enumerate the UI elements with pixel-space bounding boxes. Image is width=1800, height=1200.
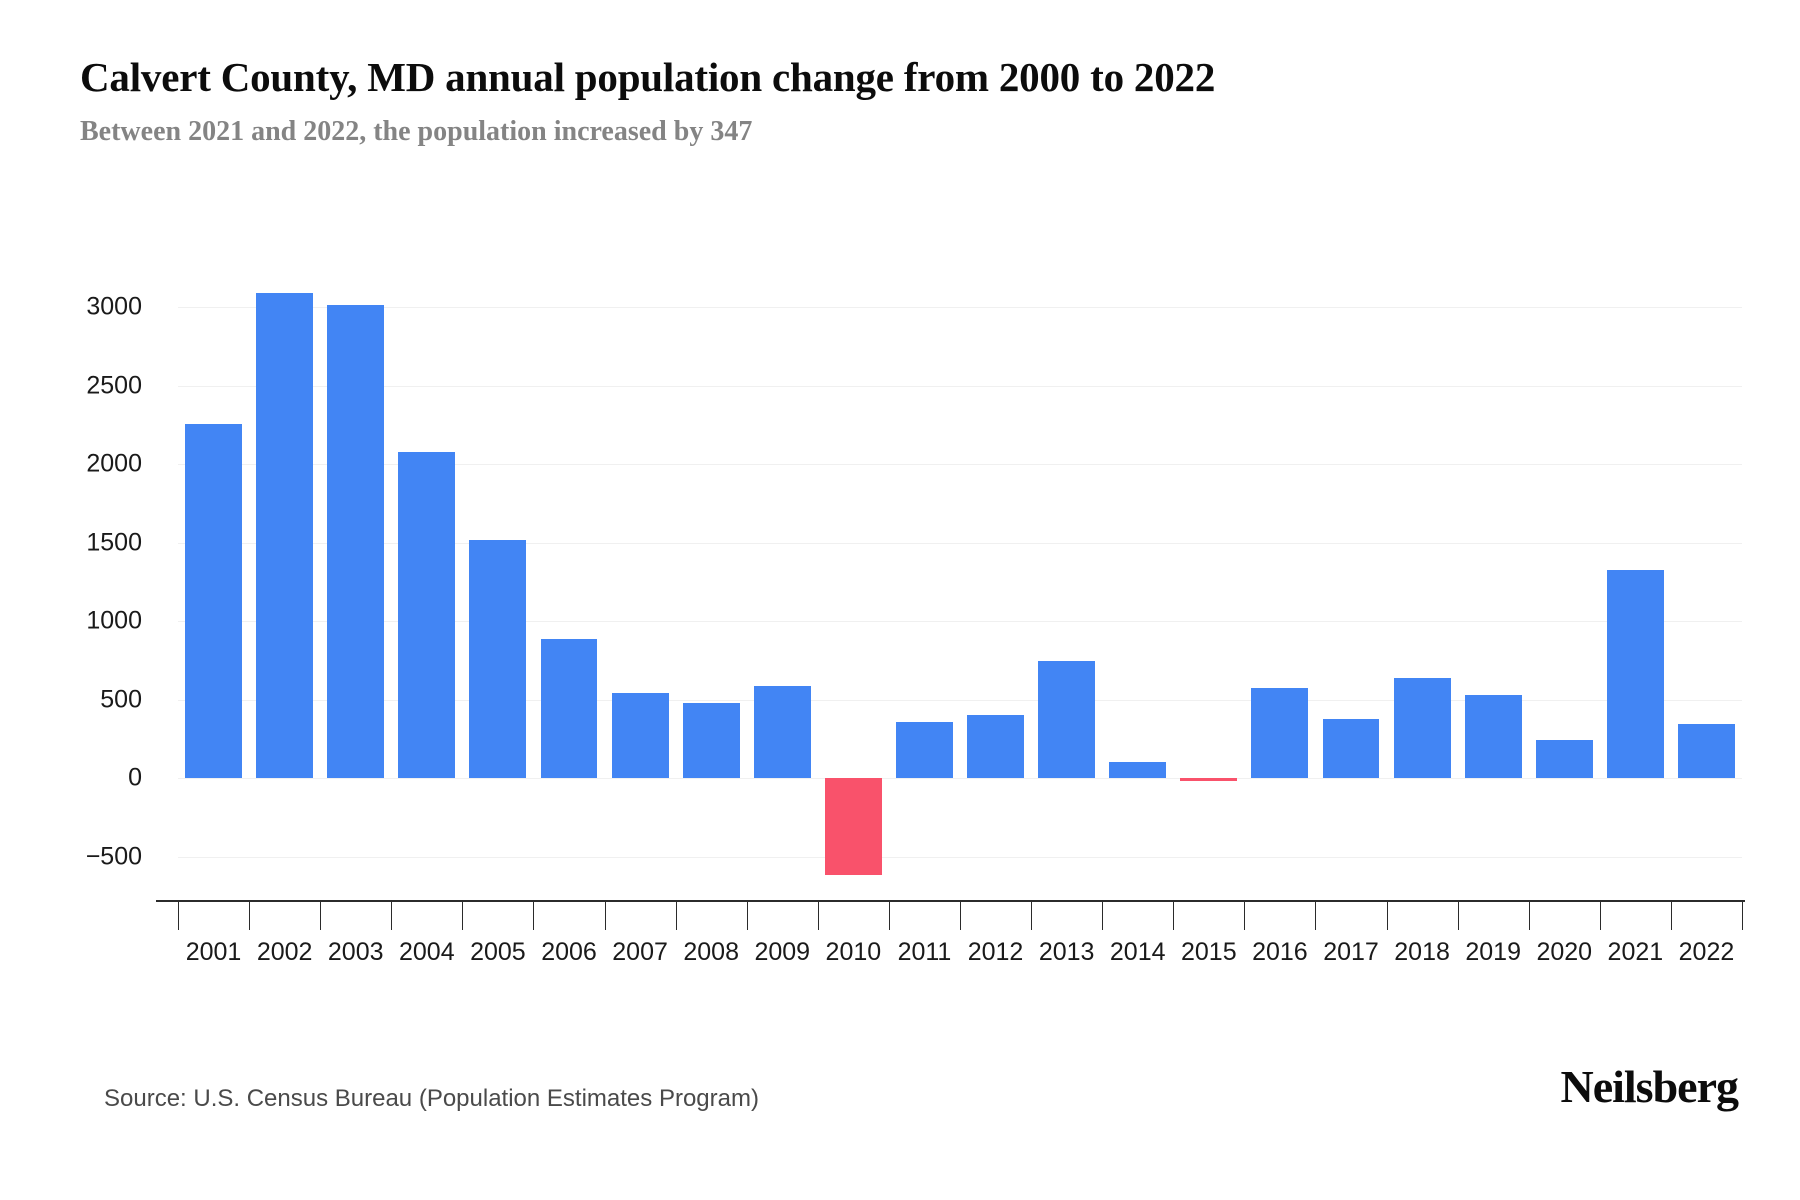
x-tick	[249, 902, 251, 930]
x-tick-label-2002: 2002	[256, 938, 313, 966]
x-tick	[462, 902, 464, 930]
x-tick	[320, 902, 322, 930]
x-tick	[1670, 902, 1672, 930]
brand-logo: Neilsberg	[1560, 1061, 1739, 1112]
x-tick-label-2011: 2011	[897, 938, 952, 966]
bar-2008[interactable]	[682, 702, 740, 779]
chart-gridlines	[178, 268, 1742, 896]
y-tick-label: 1000	[86, 606, 142, 635]
bar-2016[interactable]	[1251, 687, 1309, 779]
x-tick	[533, 902, 535, 930]
x-tick-label-2016: 2016	[1252, 938, 1308, 966]
x-tick-label-2012: 2012	[967, 938, 1024, 966]
x-tick-label-2006: 2006	[541, 938, 597, 966]
x-tick	[817, 902, 819, 930]
x-tick	[1528, 902, 1530, 930]
x-tick	[1599, 902, 1601, 930]
x-tick-label-2017: 2017	[1323, 938, 1379, 966]
bar-2013[interactable]	[1038, 661, 1096, 779]
source-note: Source: U.S. Census Bureau (Population E…	[104, 1085, 759, 1112]
x-tick-label-2010: 2010	[825, 938, 882, 966]
x-tick	[178, 902, 179, 930]
chart-subtitle: Between 2021 and 2022, the population in…	[80, 116, 753, 147]
gridline-2500	[178, 385, 1742, 387]
bar-2005[interactable]	[469, 539, 527, 779]
gridline-1500	[178, 542, 1742, 544]
bar-2022[interactable]	[1678, 723, 1735, 779]
x-axis-line	[156, 900, 1745, 902]
x-tick-label-2020: 2020	[1536, 938, 1593, 966]
gridline-1000	[178, 621, 1742, 623]
x-tick	[675, 902, 677, 930]
bar-2017[interactable]	[1322, 718, 1380, 779]
x-axis-labels: 2001 2002 2003 2004 2005 2006 2007 2008 2009 2010…	[178, 938, 1742, 978]
bar-2003[interactable]	[327, 304, 385, 779]
gridline--500	[178, 856, 1742, 858]
y-axis-labels: 3000 2500 2000 1500 1000 500 0 −500	[0, 268, 160, 896]
x-tick	[391, 902, 393, 930]
x-tick-label-2019: 2019	[1465, 938, 1521, 966]
x-tick	[746, 902, 748, 930]
y-tick-label: 2000	[86, 449, 142, 478]
y-tick-label: 3000	[86, 292, 142, 321]
x-tick	[1386, 902, 1388, 930]
x-tick-label-2009: 2009	[754, 938, 811, 966]
x-tick	[1457, 902, 1459, 930]
x-tick-label-2022: 2022	[1678, 938, 1735, 966]
bar-2018[interactable]	[1393, 677, 1451, 779]
chart-header: Calvert County, MD annual population cha…	[80, 52, 1720, 151]
x-tick	[604, 902, 606, 930]
x-tick-label-2013: 2013	[1038, 938, 1095, 966]
x-tick-label-2003: 2003	[327, 938, 384, 966]
x-tick-label-2018: 2018	[1394, 938, 1450, 966]
bar-2015[interactable]	[1180, 778, 1238, 782]
x-tick-label-2008: 2008	[683, 938, 739, 966]
bar-2006[interactable]	[540, 638, 598, 779]
gridline-0	[178, 778, 1742, 780]
bar-2011[interactable]	[896, 721, 953, 779]
bar-2001[interactable]	[185, 424, 242, 779]
chart-bars	[178, 268, 1742, 896]
bar-2002[interactable]	[256, 293, 314, 779]
x-tick-label-2001: 2001	[185, 938, 242, 966]
bar-2014[interactable]	[1109, 761, 1167, 779]
y-tick-label: −500	[85, 842, 142, 871]
x-tick-label-2014: 2014	[1109, 938, 1166, 966]
y-tick-label: 1500	[86, 528, 142, 557]
page-title: Calvert County, MD annual population cha…	[80, 54, 1216, 100]
x-tick-label-2004: 2004	[399, 938, 455, 966]
gridline-500	[178, 699, 1742, 701]
bar-2009[interactable]	[753, 685, 811, 779]
bar-2010[interactable]	[824, 778, 882, 876]
gridline-3000	[178, 307, 1742, 309]
bar-2021[interactable]	[1606, 570, 1664, 779]
x-axis-ticks	[178, 902, 1743, 930]
x-tick	[888, 902, 890, 930]
x-tick-label-2007: 2007	[612, 938, 668, 966]
x-tick	[1031, 902, 1033, 930]
x-tick	[1244, 902, 1246, 930]
bar-2012[interactable]	[967, 715, 1024, 779]
x-tick	[1173, 902, 1175, 930]
y-tick-label: 2500	[86, 371, 142, 400]
x-tick	[960, 902, 961, 930]
bar-2004[interactable]	[398, 451, 456, 779]
y-tick-label: 500	[100, 685, 142, 714]
x-tick	[1742, 902, 1743, 930]
bar-2007[interactable]	[611, 692, 669, 779]
x-tick-label-2015: 2015	[1181, 938, 1237, 966]
x-tick	[1102, 902, 1104, 930]
gridline-2000	[178, 464, 1742, 466]
x-tick	[1315, 902, 1317, 930]
bar-2020[interactable]	[1535, 739, 1593, 779]
bar-2019[interactable]	[1464, 695, 1522, 779]
y-tick-label: 0	[128, 763, 142, 792]
x-tick-label-2005: 2005	[470, 938, 526, 966]
x-tick-label-2021: 2021	[1607, 938, 1664, 966]
